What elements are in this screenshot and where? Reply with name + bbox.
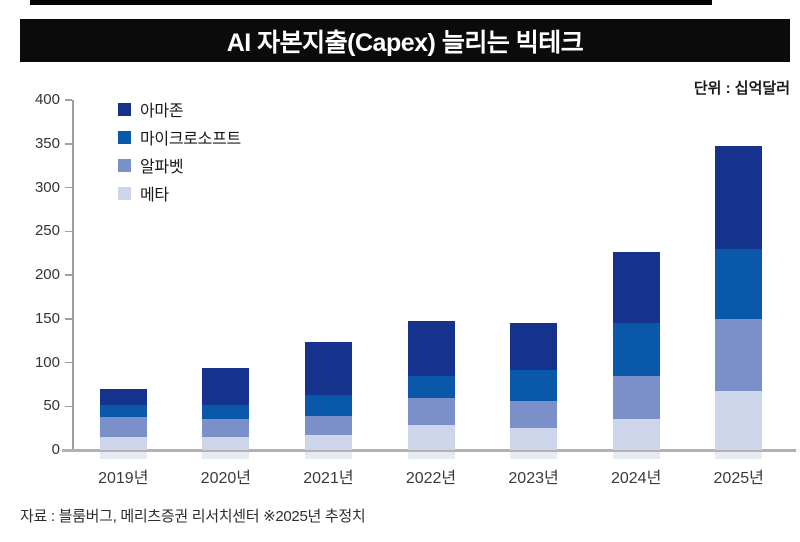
bar-segment-microsoft: [715, 248, 763, 319]
bar-segment-meta: [510, 428, 558, 450]
y-tick: [65, 405, 72, 407]
chart-title: AI 자본지출(Capex) 늘리는 빅테크: [226, 28, 584, 57]
bar-segment-alphabet: [407, 397, 455, 425]
bar-reflection: [407, 451, 455, 459]
legend-label-microsoft: 마이크로소프트: [140, 131, 241, 148]
y-tick: [65, 186, 72, 189]
bar-segment-alphabet: [304, 415, 352, 436]
bar-segment-amazon: [407, 320, 455, 376]
bar-segment-amazon: [612, 252, 660, 324]
legend-swatch-meta: [118, 186, 131, 200]
bar-segment-meta: [407, 424, 455, 450]
y-tick: [65, 274, 72, 276]
x-axis-label: 2020년: [200, 470, 251, 487]
bar-segment-amazon: [99, 388, 147, 405]
bar-segment-meta: [612, 419, 660, 450]
legend-swatch-microsoft: [118, 130, 131, 144]
bar-segment-microsoft: [612, 323, 660, 376]
y-tick-label: 300: [34, 178, 60, 196]
y-tick: [65, 361, 72, 364]
bar-segment-amazon: [510, 323, 558, 370]
x-axis-label: 2023년: [508, 470, 559, 487]
bar-segment-amazon: [715, 146, 763, 249]
legend-item-microsoft: 마이크로소프트: [118, 123, 241, 151]
bar-segment-microsoft: [510, 369, 558, 401]
bar-reflection: [99, 451, 147, 459]
bar-segment-meta: [304, 435, 352, 450]
x-axis-label: 2025년: [713, 470, 764, 487]
legend-item-meta: 메타: [118, 179, 241, 207]
y-tick: [65, 99, 72, 101]
y-tick: [65, 318, 72, 320]
y-tick-label: 150: [34, 309, 60, 327]
y-tick: [65, 230, 72, 232]
legend-swatch-amazon: [118, 102, 131, 116]
bar-segment-alphabet: [202, 419, 250, 437]
x-axis-label: 2021년: [303, 470, 354, 487]
bar-segment-meta: [99, 436, 147, 450]
bar-segment-microsoft: [99, 404, 147, 417]
x-axis-label: 2024년: [610, 470, 662, 487]
bar-segment-microsoft: [407, 375, 455, 398]
y-tick-label: 400: [34, 91, 60, 108]
unit-label: 단위 : 십억달러: [693, 80, 790, 97]
bar-segment-microsoft: [202, 405, 250, 420]
y-tick-label: 0: [51, 441, 60, 458]
source-note: 자료 : 블룸버그, 메리츠증권 리서치센터 ※2025년 추정치: [20, 508, 366, 525]
y-tick-label: 50: [43, 397, 60, 415]
legend-swatch-alphabet: [118, 158, 131, 172]
bar-segment-amazon: [304, 341, 352, 395]
bar-segment-alphabet: [715, 318, 763, 391]
legend-label-meta: 메타: [140, 187, 169, 204]
bar-reflection: [202, 451, 250, 459]
y-tick-label: 200: [34, 266, 60, 283]
title-banner: AI 자본지출(Capex) 늘리는 빅테크: [20, 19, 790, 62]
bar-segment-meta: [202, 436, 250, 450]
y-tick: [65, 143, 72, 145]
x-axis-label: 2022년: [405, 470, 457, 487]
x-axis-label: 2019년: [98, 470, 149, 487]
x-axis-line: [62, 449, 796, 452]
legend-label-alphabet: 알파벳: [140, 159, 184, 176]
legend-item-alphabet: 알파벳: [118, 151, 241, 179]
bar-segment-meta: [715, 390, 763, 450]
y-tick-label: 350: [34, 134, 60, 152]
bar-reflection: [715, 451, 763, 459]
bar-segment-microsoft: [304, 394, 352, 416]
bar-reflection: [612, 451, 660, 459]
bar-segment-alphabet: [510, 401, 558, 429]
legend-label-amazon: 아마존: [140, 103, 184, 120]
top-crop-strip: [30, 0, 712, 5]
bar-segment-alphabet: [612, 375, 660, 420]
y-axis-line: [72, 100, 74, 450]
legend-item-amazon: 아마존: [118, 95, 241, 123]
bar-reflection: [510, 451, 558, 459]
bar-segment-alphabet: [99, 416, 147, 437]
bar-segment-amazon: [202, 367, 250, 406]
y-tick-label: 250: [34, 222, 60, 240]
bar-reflection: [304, 451, 352, 459]
y-tick-label: 100: [34, 353, 60, 371]
